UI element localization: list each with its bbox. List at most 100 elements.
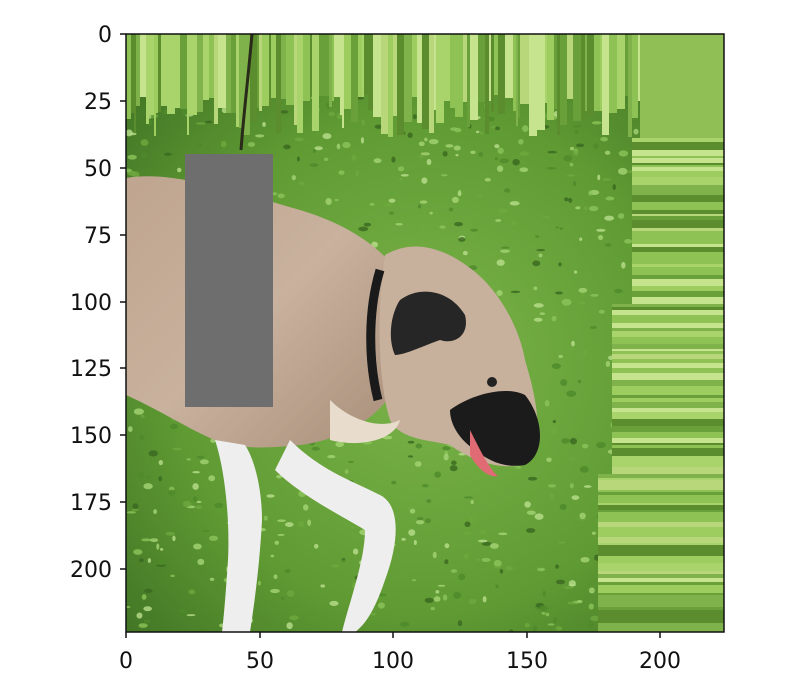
stripe bbox=[494, 34, 498, 95]
grass-speck bbox=[558, 354, 563, 359]
grass-speck bbox=[470, 228, 479, 232]
stripe bbox=[259, 34, 262, 111]
grass-speck bbox=[270, 554, 275, 558]
stripe bbox=[434, 34, 436, 110]
grass-speck bbox=[277, 519, 286, 522]
grass-speck bbox=[496, 290, 503, 297]
stripe bbox=[340, 34, 342, 115]
stripe bbox=[612, 349, 724, 351]
grass-speck bbox=[416, 239, 420, 245]
grass-speck bbox=[495, 584, 499, 589]
stripe bbox=[612, 344, 724, 349]
grass-speck bbox=[138, 623, 148, 628]
grass-speck bbox=[567, 174, 576, 177]
grass-speck bbox=[391, 480, 397, 485]
grass-speck bbox=[141, 594, 147, 600]
grass-speck bbox=[569, 483, 574, 489]
dog-eye bbox=[487, 377, 497, 387]
grass-speck bbox=[358, 226, 369, 232]
grass-speck bbox=[490, 543, 499, 549]
stripe bbox=[505, 34, 513, 98]
stripe bbox=[236, 34, 239, 127]
grass-speck bbox=[158, 476, 163, 482]
grass-speck bbox=[583, 206, 588, 211]
x-tick: 0 bbox=[119, 632, 133, 674]
grass-speck bbox=[558, 262, 562, 267]
grass-speck bbox=[578, 300, 586, 305]
grass-speck bbox=[495, 219, 502, 222]
stripe bbox=[632, 264, 724, 267]
grass-speck bbox=[555, 564, 559, 569]
stripe bbox=[478, 34, 485, 102]
grass-speck bbox=[526, 528, 536, 534]
grass-speck bbox=[133, 514, 137, 520]
stripe bbox=[600, 34, 602, 111]
stripe bbox=[560, 34, 567, 125]
stripe bbox=[358, 34, 362, 97]
stripe bbox=[587, 34, 594, 117]
grass-speck bbox=[214, 502, 224, 509]
grass-speck bbox=[517, 279, 523, 285]
stripe bbox=[612, 304, 724, 307]
grass-speck bbox=[186, 458, 191, 461]
stripe bbox=[598, 527, 724, 533]
y-tick: 75 bbox=[84, 224, 126, 249]
grass-speck bbox=[497, 147, 504, 154]
grass-speck bbox=[518, 139, 524, 145]
stripe bbox=[598, 582, 724, 585]
stripe bbox=[598, 574, 724, 578]
grass-speck bbox=[572, 125, 582, 128]
grass-speck bbox=[296, 156, 300, 162]
grass-speck bbox=[141, 152, 148, 158]
grass-speck bbox=[452, 591, 462, 599]
stripe bbox=[239, 34, 242, 128]
dog-ear bbox=[390, 291, 466, 355]
grass-speck bbox=[561, 438, 570, 444]
stripe bbox=[393, 34, 397, 116]
grass-speck bbox=[575, 143, 585, 148]
stripe bbox=[187, 34, 189, 135]
grass-speck bbox=[262, 121, 266, 127]
stripe bbox=[351, 34, 358, 122]
grass-speck bbox=[177, 167, 182, 173]
grass-speck bbox=[588, 603, 594, 610]
stripe bbox=[632, 202, 724, 210]
grass-speck bbox=[605, 360, 611, 368]
grass-speck bbox=[561, 298, 572, 306]
grass-speck bbox=[539, 605, 549, 612]
grass-speck bbox=[542, 590, 546, 598]
grass-speck bbox=[458, 189, 462, 195]
grass-speck bbox=[407, 132, 413, 139]
grass-speck bbox=[569, 347, 576, 351]
stripe bbox=[197, 34, 203, 112]
grass-speck bbox=[418, 141, 425, 147]
dog-front-leg bbox=[275, 440, 396, 632]
stripe bbox=[286, 34, 294, 105]
grass-speck bbox=[156, 543, 160, 550]
stripe bbox=[297, 34, 303, 133]
stripe bbox=[632, 244, 724, 247]
y-tick: 150 bbox=[70, 424, 126, 449]
grass-speck bbox=[433, 596, 441, 602]
stripe bbox=[329, 34, 332, 107]
grass-speck bbox=[569, 146, 575, 151]
grass-speck bbox=[170, 574, 175, 578]
grass-speck bbox=[419, 154, 424, 159]
grass-speck bbox=[434, 240, 442, 244]
grass-speck bbox=[508, 466, 518, 470]
grass-speck bbox=[555, 291, 563, 295]
grass-speck bbox=[478, 151, 484, 157]
grass-speck bbox=[377, 602, 385, 609]
grass-speck bbox=[139, 435, 145, 441]
stripe bbox=[281, 34, 286, 99]
grass-speck bbox=[370, 612, 376, 616]
grass-speck bbox=[294, 137, 304, 142]
grass-speck bbox=[596, 441, 606, 449]
stripe bbox=[598, 522, 724, 527]
grass-speck bbox=[145, 475, 152, 479]
stripe bbox=[513, 34, 516, 111]
grass-speck bbox=[490, 125, 497, 129]
stripe bbox=[632, 216, 724, 220]
stripe bbox=[167, 34, 175, 114]
stripe bbox=[632, 171, 724, 177]
